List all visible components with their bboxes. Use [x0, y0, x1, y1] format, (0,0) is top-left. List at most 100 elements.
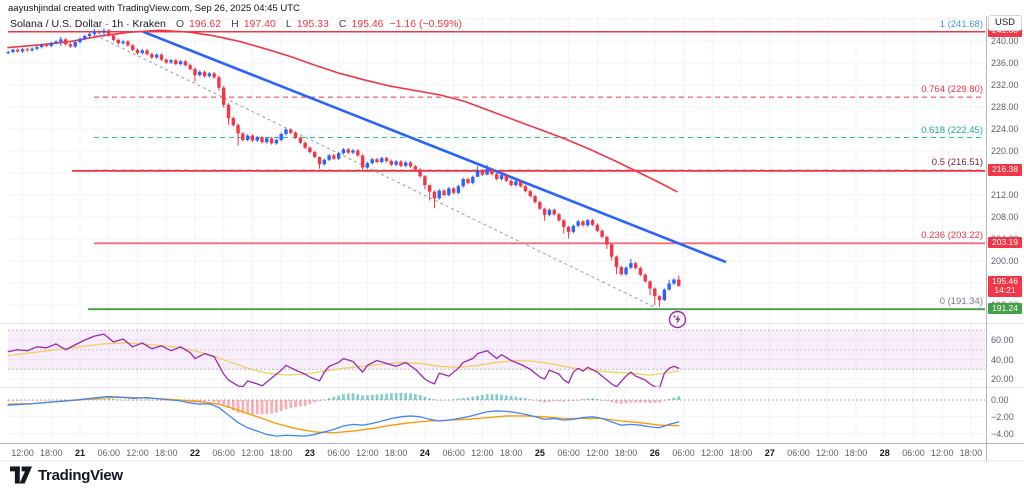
- rsi-tick-label[interactable]: 40.00: [991, 354, 1014, 365]
- candle-body: [365, 163, 370, 168]
- time-tick-label[interactable]: 12:00: [471, 448, 494, 458]
- macd-histogram-bar: [227, 400, 230, 408]
- macd-histogram-bar: [423, 396, 427, 400]
- macd-histogram-bar: [203, 400, 206, 402]
- macd-histogram-bar: [131, 400, 135, 401]
- ohlc-value: H 197.40: [231, 18, 276, 30]
- time-tick-label[interactable]: 25: [534, 448, 545, 458]
- time-tick-label[interactable]: 06:00: [327, 448, 350, 458]
- time-tick-label[interactable]: 28: [879, 448, 890, 458]
- time-tick-label[interactable]: 06:00: [787, 448, 810, 458]
- candle-body: [63, 39, 68, 45]
- dotted-guide: [94, 34, 659, 310]
- time-tick-label[interactable]: 18:00: [384, 448, 408, 458]
- time-tick-label[interactable]: 27: [764, 448, 775, 458]
- time-tick-label[interactable]: 12:00: [586, 448, 609, 458]
- macd-histogram-bar: [294, 400, 297, 408]
- price-tick-label[interactable]: 232.00: [991, 80, 1019, 90]
- candle-body: [231, 118, 235, 126]
- time-tick-label[interactable]: 18:00: [499, 448, 523, 458]
- time-tick-label[interactable]: 18:00: [729, 448, 753, 458]
- macd-histogram-bar: [528, 399, 532, 400]
- price-tick-label[interactable]: 224.00: [991, 124, 1019, 134]
- time-tick-label[interactable]: 18:00: [154, 448, 178, 458]
- time-tick-label[interactable]: 12:00: [241, 448, 264, 458]
- price-tick-label[interactable]: 228.00: [991, 102, 1019, 112]
- flash-event-icon[interactable]: [668, 310, 687, 334]
- price-tick-label[interactable]: 240.00: [991, 36, 1019, 46]
- candle-body: [92, 31, 97, 34]
- macd-histogram-bar: [327, 398, 331, 400]
- time-tick-label[interactable]: 06:00: [672, 448, 695, 458]
- fib-level-label: 0.764 (229.80): [921, 84, 983, 96]
- time-tick-label[interactable]: 06:00: [902, 448, 925, 458]
- candle-body: [423, 176, 427, 186]
- candle-body: [360, 155, 365, 168]
- time-tick-label[interactable]: 12:00: [930, 448, 954, 458]
- price-tick-label[interactable]: 212.00: [991, 190, 1019, 200]
- time-tick-label[interactable]: 12:00: [11, 448, 34, 458]
- time-tick-label[interactable]: 23: [304, 448, 315, 458]
- candle-body: [111, 35, 116, 40]
- candle-body: [255, 137, 259, 141]
- candle-body: [614, 256, 619, 268]
- candle-body: [499, 175, 504, 180]
- candle-body: [653, 288, 657, 297]
- candle-body: [269, 138, 274, 144]
- macd-histogram-bar: [605, 400, 609, 402]
- candle-body: [198, 71, 202, 76]
- time-tick-label[interactable]: 06:00: [212, 448, 235, 458]
- candle-body: [154, 54, 159, 58]
- candle-body: [279, 133, 283, 140]
- time-tick-label[interactable]: 12:00: [815, 448, 839, 458]
- macd-tick-label[interactable]: 0.00: [991, 395, 1009, 405]
- time-tick-label[interactable]: 12:00: [701, 448, 724, 458]
- time-tick-label[interactable]: 18:00: [269, 448, 293, 458]
- macd-histogram-bar: [519, 397, 523, 400]
- candle-body: [404, 162, 408, 166]
- time-tick-label[interactable]: 18:00: [844, 448, 868, 458]
- candle-body: [633, 263, 638, 269]
- currency-toggle-button[interactable]: USD: [988, 15, 1022, 31]
- time-tick-label[interactable]: 26: [649, 448, 660, 458]
- candle-body: [566, 226, 571, 232]
- time-tick-label[interactable]: 06:00: [442, 448, 465, 458]
- candle-body: [600, 230, 604, 237]
- tradingview-logo[interactable]: TradingView: [10, 466, 123, 484]
- time-tick-label[interactable]: 18:00: [959, 448, 983, 458]
- macd-histogram-bar: [279, 400, 283, 411]
- time-tick-label[interactable]: 12:00: [126, 448, 149, 458]
- time-tick-label[interactable]: 06:00: [97, 448, 120, 458]
- candle-body: [30, 48, 34, 51]
- candle-body: [528, 191, 532, 197]
- rsi-tick-label[interactable]: 20.00: [991, 374, 1014, 384]
- time-tick-label[interactable]: 06:00: [557, 448, 580, 458]
- macd-tick-label[interactable]: −2.00: [991, 411, 1014, 422]
- candle-body: [289, 129, 293, 133]
- macd-histogram-bar: [548, 400, 551, 402]
- macd-histogram-bar: [289, 400, 293, 409]
- candle-body: [624, 267, 628, 275]
- macd-histogram-bar: [6, 400, 10, 401]
- macd-histogram-bar: [308, 400, 312, 405]
- macd-line: [7, 395, 680, 437]
- time-tick-label[interactable]: 18:00: [614, 448, 638, 458]
- macd-histogram-bar: [433, 399, 436, 400]
- symbol-title[interactable]: Solana / U.S. Dollar · 1h · Kraken: [10, 18, 166, 30]
- macd-histogram-bar: [346, 393, 350, 400]
- price-tick-label[interactable]: 208.00: [991, 212, 1019, 222]
- time-tick-label[interactable]: 24: [419, 448, 430, 458]
- macd-tick-label[interactable]: −4.00: [991, 428, 1014, 439]
- rsi-tick-label[interactable]: 60.00: [991, 335, 1014, 345]
- macd-histogram-bar: [241, 400, 245, 414]
- price-tick-label[interactable]: 220.00: [991, 146, 1019, 156]
- time-tick-label[interactable]: 12:00: [356, 448, 379, 458]
- time-tick-label[interactable]: 18:00: [39, 448, 63, 458]
- price-tick-label[interactable]: 236.00: [991, 58, 1019, 68]
- candle-body: [677, 279, 681, 286]
- time-tick-label[interactable]: 21: [74, 448, 86, 458]
- macd-histogram-bar: [672, 397, 676, 400]
- time-tick-label[interactable]: 22: [189, 448, 200, 458]
- price-tick-label[interactable]: 200.00: [991, 256, 1019, 266]
